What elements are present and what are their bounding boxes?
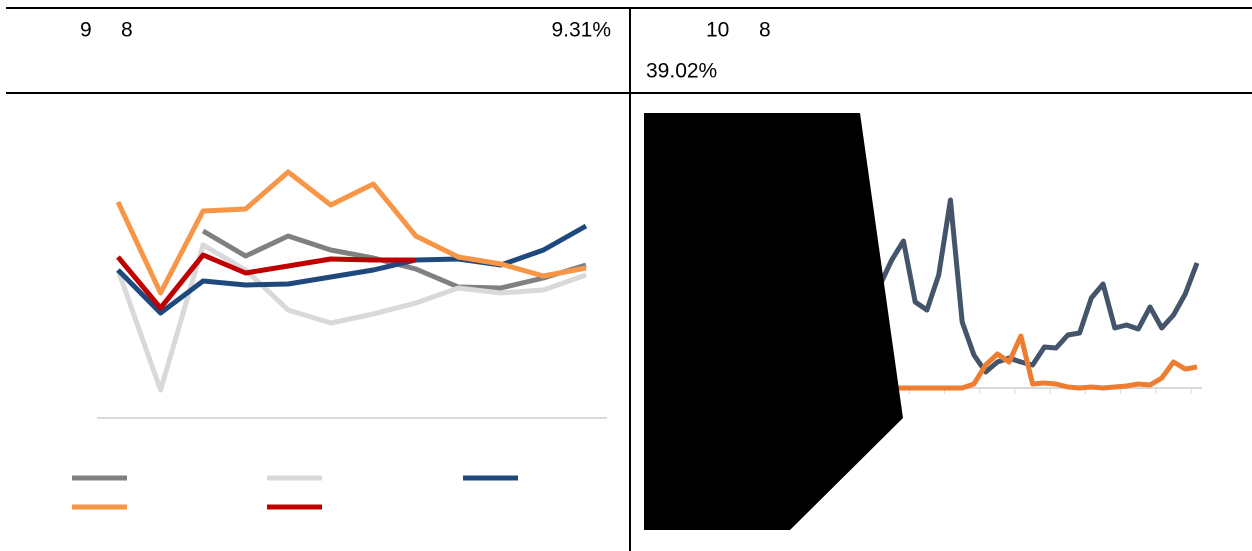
- series-line: [116, 252, 416, 311]
- series-line: [115, 169, 587, 296]
- right-chart: [877, 197, 1202, 394]
- right-month: 10: [706, 19, 729, 42]
- left-chart: [72, 169, 607, 510]
- series-line: [116, 223, 588, 316]
- left-value: 9.31%: [551, 19, 611, 42]
- series-line: [115, 242, 587, 393]
- series-line: [877, 197, 1200, 375]
- redaction: [644, 113, 903, 530]
- right-value: 39.02%: [646, 60, 717, 83]
- right-day: 8: [759, 19, 771, 42]
- series-line: [880, 333, 1198, 391]
- left-month: 9: [80, 19, 92, 42]
- left-day: 8: [121, 19, 133, 42]
